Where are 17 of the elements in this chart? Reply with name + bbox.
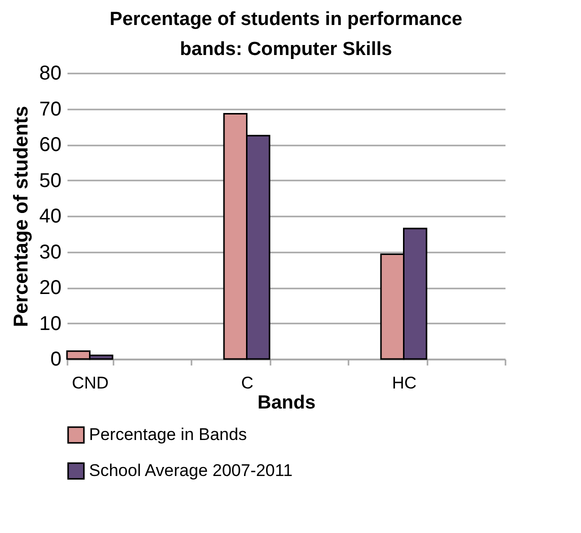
y-tick-label: 20 [39,277,62,299]
x-tick-label: C [241,374,254,392]
x-tick-label: HC [392,374,417,392]
y-tick-label: 40 [39,206,62,228]
y-axis-title: Percentage of students [10,106,32,328]
x-tick-label: CND [72,374,109,392]
y-tick-label: 60 [39,134,62,156]
y-tick-label: 30 [39,241,62,264]
y-tick-label: 50 [39,170,62,192]
legend-label: Percentage in Bands [89,425,247,444]
chart-title: Percentage of students in performance bands: Computer Skills [110,9,462,60]
x-axis-title: Bands [257,392,316,414]
y-tick-label: 10 [39,312,62,335]
legend-label: School Average 2007-2011 [89,461,293,480]
y-tick-label: 70 [39,98,62,120]
y-tick-label: 80 [39,62,62,84]
y-tick-label: 0 [50,348,62,370]
